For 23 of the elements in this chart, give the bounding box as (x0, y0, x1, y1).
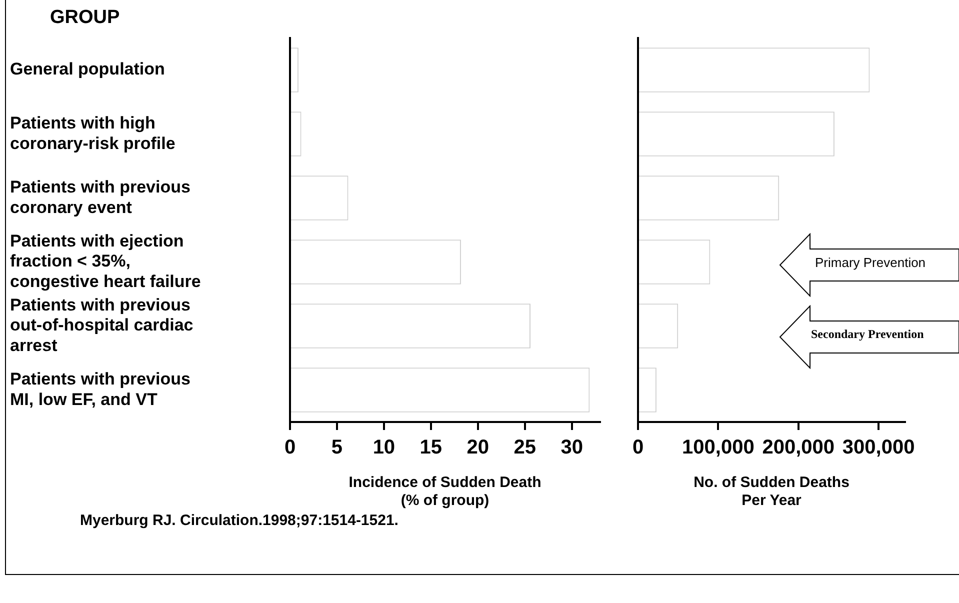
x-tick-label: 20 (466, 436, 490, 459)
annotation: Secondary Prevention (811, 327, 925, 342)
y-tick-label: Patients with previous out-of-hospital cardiac arrest (10, 295, 194, 356)
x-tick-label: 300,000 (842, 436, 915, 459)
y-tick-label: General population (10, 60, 165, 79)
y-tick-label: Patients with previous coronary event (10, 177, 190, 217)
x-tick-label: 200,000 (762, 436, 835, 459)
x-tick-label: 0 (632, 436, 644, 459)
x-tick-label: 30 (560, 436, 583, 459)
x-tick-label: 10 (372, 436, 396, 459)
x-tick-label: 100,000 (682, 436, 754, 459)
x-tick-label: 5 (331, 436, 343, 459)
x-axis-title: No. of Sudden Deaths Per Year (694, 474, 850, 510)
x-tick-label: 0 (284, 436, 296, 459)
y-axis-title: GROUP (50, 7, 120, 28)
y-tick-label: Patients with high coronary-risk profile (10, 113, 176, 153)
y-tick-label: Patients with ejection fraction < 35%, congestive heart failure (10, 231, 201, 292)
x-tick-label: 25 (514, 436, 536, 459)
x-tick-label: 15 (420, 436, 442, 459)
x-axis-title: Incidence of Sudden Death (% of group) (348, 474, 542, 510)
text: Myerburg RJ. Circulation.1998;97:1514-1521. (80, 512, 398, 529)
annotation: Primary Prevention (814, 255, 927, 270)
y-tick-label: Patients with previous MI, low EF, and VT (10, 369, 190, 409)
